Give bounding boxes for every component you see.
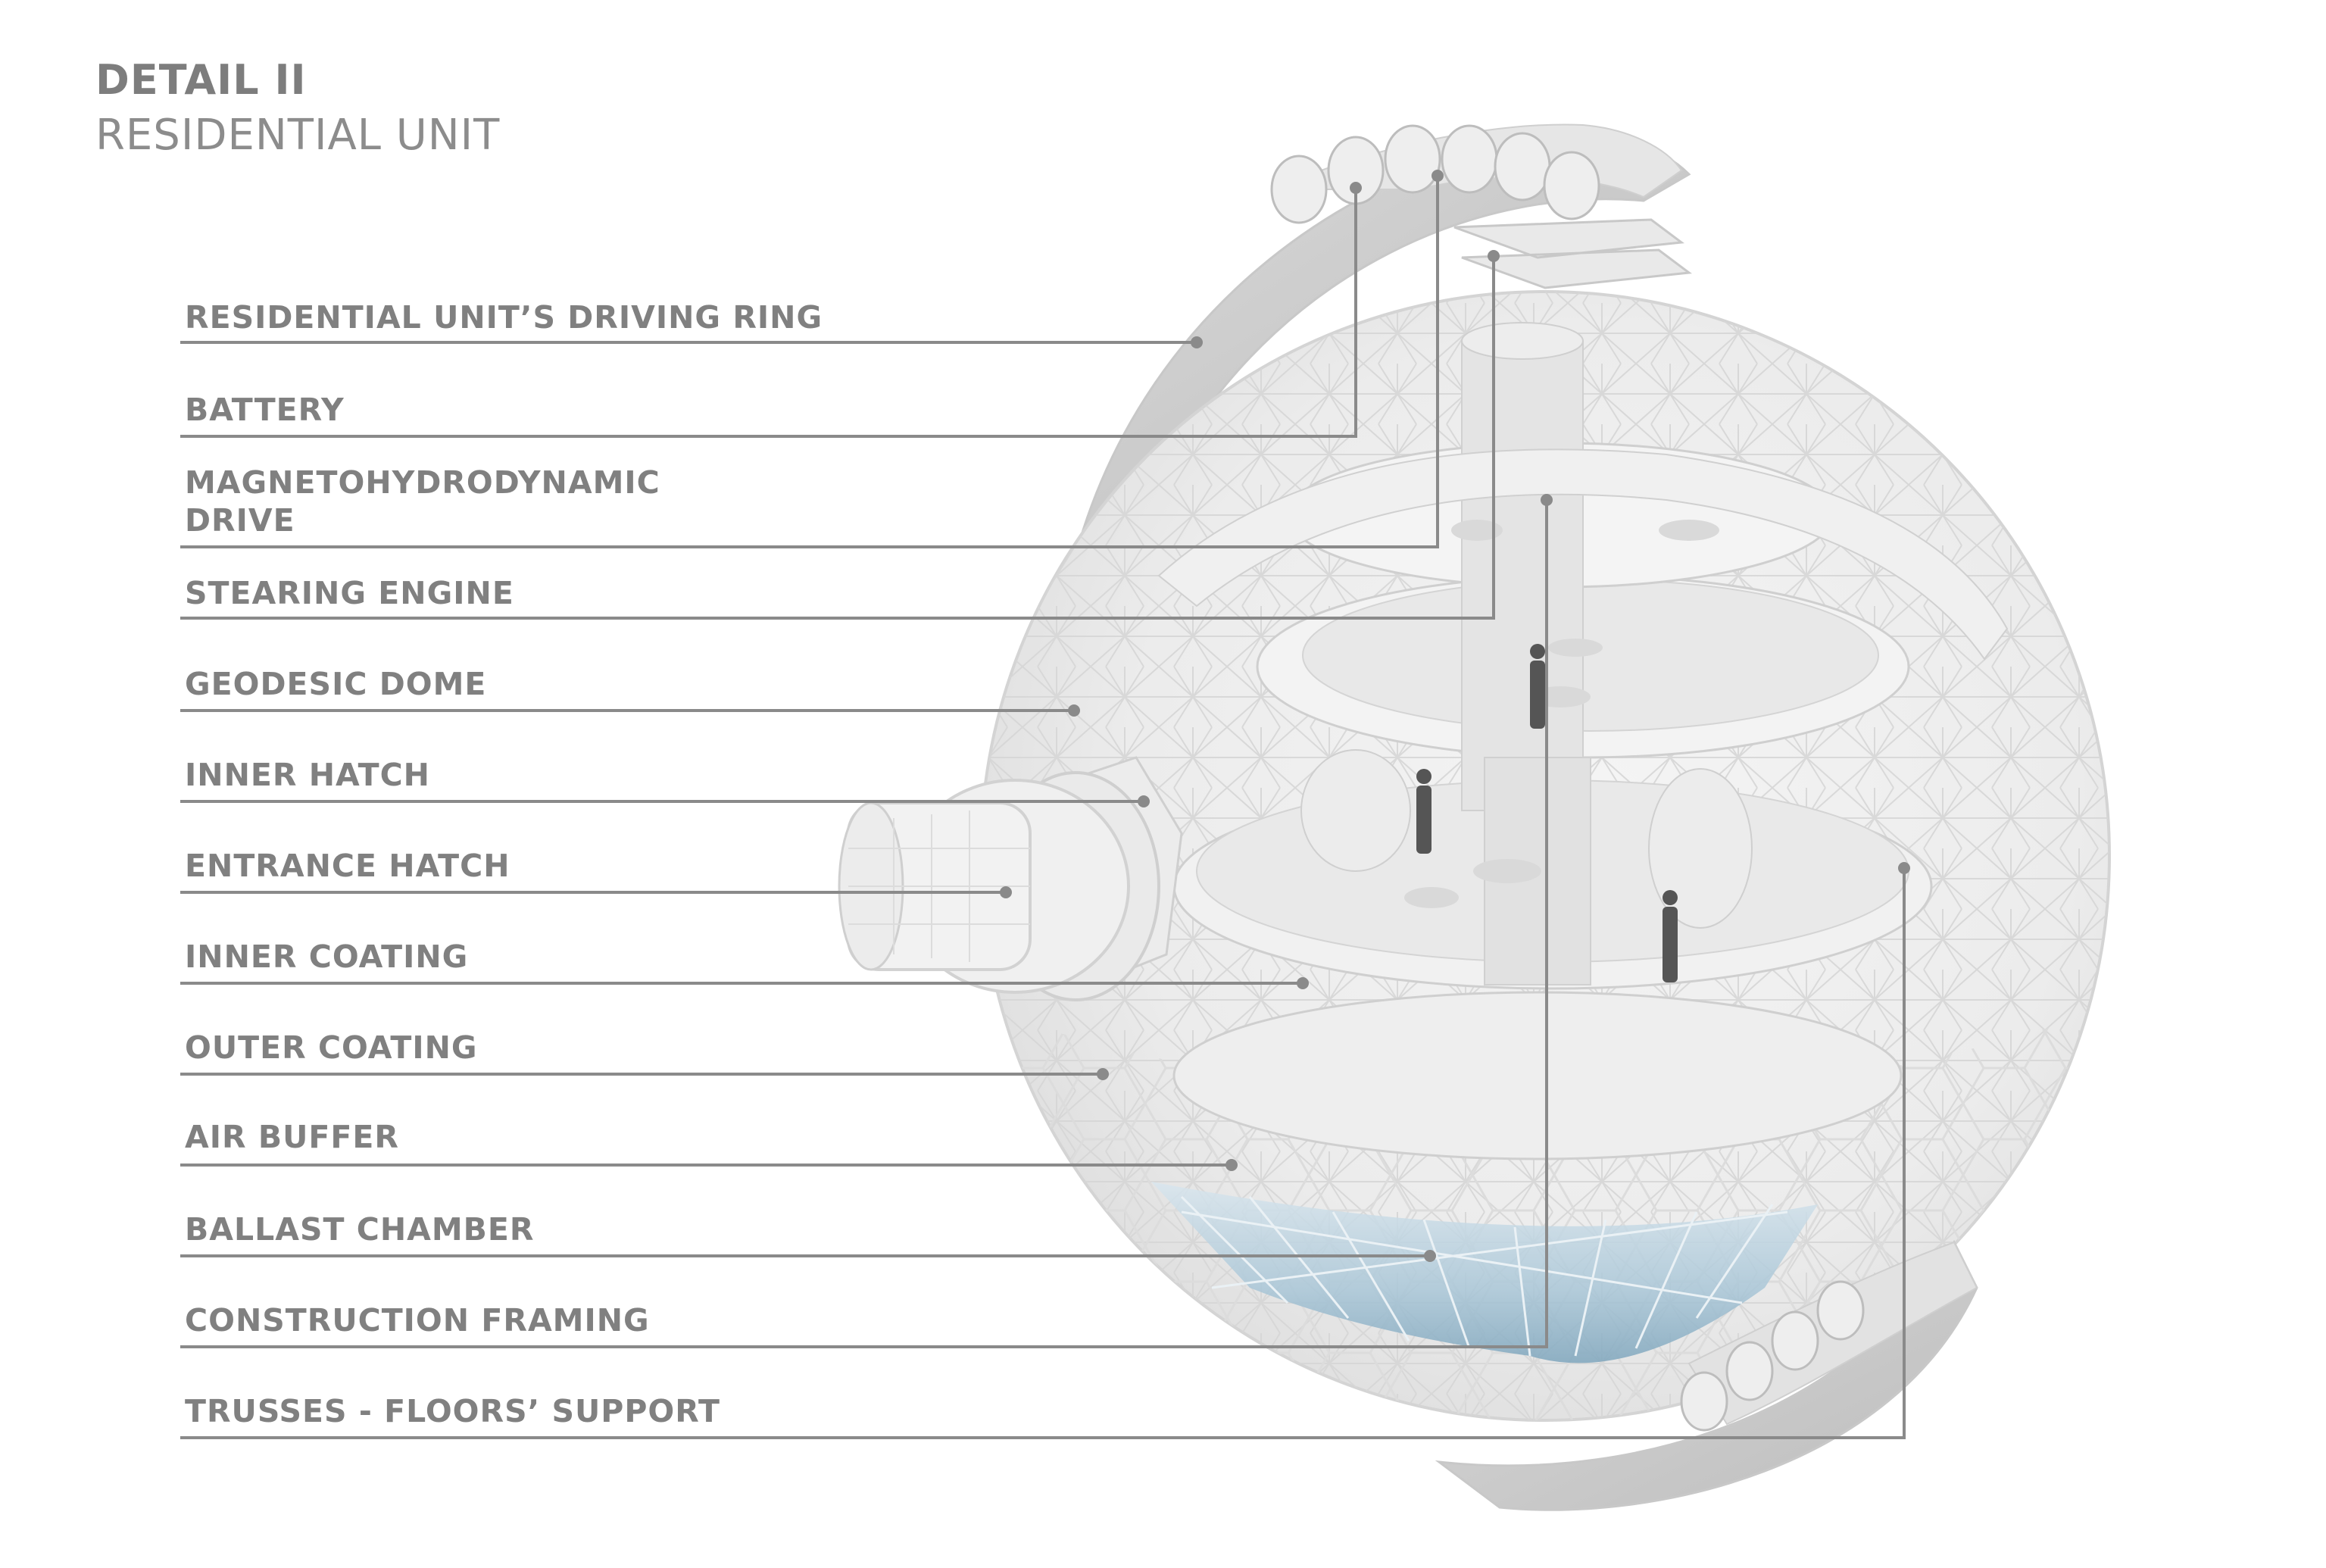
label-air-buffer: AIR BUFFER	[185, 1119, 399, 1155]
leader-dot-entrance-hatch	[1000, 886, 1012, 898]
label-trusses: TRUSSES - FLOORS’ SUPPORT	[185, 1393, 720, 1429]
leader-dot-driving-ring	[1191, 336, 1203, 348]
label-ballast-chamber: BALLAST CHAMBER	[185, 1211, 535, 1248]
page-subtitle: RESIDENTIAL UNIT	[95, 111, 501, 160]
label-geodesic-dome: GEODESIC DOME	[185, 666, 487, 702]
leader-mhd-drive	[180, 176, 1439, 548]
label-battery: BATTERY	[185, 392, 345, 428]
leader-dot-inner-hatch	[1138, 795, 1150, 807]
leader-dot-trusses	[1898, 862, 1910, 874]
label-inner-hatch: INNER HATCH	[185, 757, 430, 793]
battery-cylinders	[1270, 124, 1600, 224]
label-driving-ring: RESIDENTIAL UNIT’S DRIVING RING	[185, 299, 823, 336]
leader-dot-stearing-engine	[1488, 250, 1500, 262]
leader-dot-outer-coating	[1097, 1068, 1109, 1080]
label-mhd-drive-line-2: DRIVE	[185, 502, 295, 539]
label-stearing-engine: STEARING ENGINE	[185, 575, 514, 611]
leader-construction-framing	[180, 500, 1548, 1348]
leader-dot-air-buffer	[1225, 1159, 1238, 1171]
leader-dot-mhd-drive	[1432, 170, 1444, 182]
label-entrance-hatch: ENTRANCE HATCH	[185, 848, 510, 884]
lower-battery-cylinders	[1680, 1280, 1865, 1432]
leader-dot-inner-coating	[1297, 977, 1309, 989]
leader-stearing-engine	[180, 256, 1495, 620]
label-mhd-drive: MAGNETOHYDRODYNAMIC DRIVE	[185, 464, 660, 539]
floor-stack	[1157, 322, 2009, 1160]
label-outer-coating: OUTER COATING	[185, 1029, 478, 1066]
label-mhd-drive-line-1: MAGNETOHYDRODYNAMIC	[185, 464, 660, 501]
leader-battery	[180, 188, 1357, 438]
leader-dot-battery	[1350, 182, 1362, 194]
leader-trusses	[180, 868, 1906, 1439]
stearing-engine-fins	[1453, 218, 1692, 289]
label-construction-framing: CONSTRUCTION FRAMING	[185, 1302, 650, 1338]
ballast-water	[1151, 1182, 1818, 1363]
leader-dot-construction-framing	[1541, 494, 1553, 506]
label-inner-coating: INNER COATING	[185, 939, 469, 975]
page-title: DETAIL II	[95, 56, 307, 104]
entrance-hatch-module	[838, 756, 1183, 1001]
leader-dot-ballast-chamber	[1424, 1250, 1436, 1262]
leader-dot-geodesic-dome	[1068, 704, 1080, 717]
